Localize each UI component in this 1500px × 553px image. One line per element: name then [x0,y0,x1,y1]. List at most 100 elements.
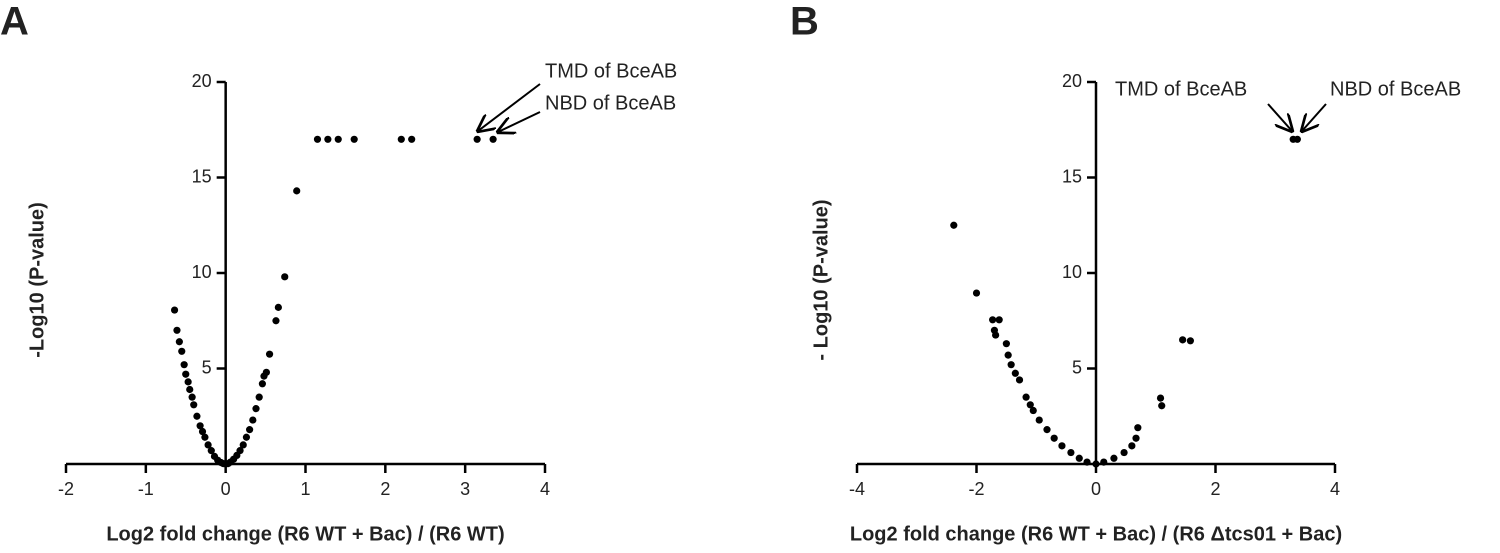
data-point [1132,434,1140,442]
data-point [201,433,209,441]
data-point [1092,460,1100,468]
data-point [180,361,188,369]
data-point [950,221,958,229]
arrow [1302,103,1327,131]
data-point [397,135,405,143]
data-point [265,350,274,358]
data-point [313,135,322,143]
data-point [262,368,270,376]
annotation-arrows [478,83,1327,132]
data-point [207,447,215,455]
x-tick-label: 0 [221,479,231,499]
x-tick-label: 2 [380,479,390,499]
data-point [1007,361,1015,369]
data-point [1186,337,1195,345]
data-point [1100,458,1108,466]
data-point [1043,426,1051,434]
data-point [350,135,358,143]
data-point [1156,394,1165,402]
data-point [1029,406,1037,415]
data-point [175,338,183,346]
data-point [173,326,181,334]
data-point [1134,424,1142,432]
data-point [236,447,244,455]
data-point [178,347,186,355]
data-point [1110,454,1118,462]
data-point [204,441,212,449]
x-tick-label: 0 [1091,479,1101,499]
data-point [995,316,1003,324]
x-axis-label: Log2 fold change (R6 WT + Bac) / (R6 WT) [106,523,504,545]
data-point [1011,369,1019,377]
data-point [334,135,342,143]
y-tick-label: 10 [192,262,212,282]
data-point [1004,351,1012,359]
annotation: TMD of BceAB [1115,78,1247,100]
y-tick-label: 15 [1062,166,1082,186]
data-point [252,405,260,413]
data-point [272,317,280,325]
data-point [182,370,190,378]
data-point [249,416,257,424]
data-point [170,306,179,314]
data-point [1058,442,1066,450]
data-point [1050,434,1058,442]
y-tick-label: 5 [1072,357,1082,377]
x-tick-label: 2 [1210,479,1220,499]
y-tick-label: 5 [202,357,212,377]
annotation: NBD of BceAB [1330,78,1461,100]
data-point [196,422,204,430]
y-tick-label: 20 [192,71,212,91]
data-point [258,380,266,388]
data-point [408,135,416,143]
data-point [239,441,247,449]
data-point [1035,416,1043,424]
data-point [1026,401,1034,409]
panel-label: A [0,0,29,44]
data-point [324,135,332,143]
data-point [255,393,263,401]
data-point [190,401,198,409]
data-point [293,187,301,195]
data-point [198,427,207,436]
data-point [184,378,192,386]
annotation: NBD of BceAB [545,92,676,114]
data-point [246,426,254,434]
y-axis-label: -Log10 (P-value) [26,202,48,358]
data-point [1022,393,1030,401]
data-point [186,385,194,394]
x-tick-label: -1 [138,479,154,499]
data-point [489,135,497,143]
data-point [1015,376,1024,384]
data-point [1179,336,1187,344]
data-point [992,331,1000,339]
data-point [1083,458,1091,466]
y-axis-label: - Log10 (P-value) [810,199,832,360]
data-point [188,393,196,401]
y-tick-label: 20 [1062,71,1082,91]
data-point [1067,448,1075,457]
arrow [1267,103,1292,131]
panel-label: B [790,0,819,44]
data-point [1128,442,1136,450]
data-point [193,412,201,420]
data-point [1293,135,1301,143]
data-point [972,289,981,297]
annotation: TMD of BceAB [545,60,677,82]
data-point [281,273,289,281]
y-tick-label: 15 [192,166,212,186]
arrow [478,83,541,131]
data-point [1002,340,1010,348]
data-point [1158,402,1166,410]
x-tick-label: -2 [58,479,74,499]
x-tick-label: -2 [968,479,984,499]
data-point [274,303,282,311]
arrow [498,111,541,132]
x-tick-label: 4 [540,479,550,499]
x-axis-label: Log2 fold change (R6 WT + Bac) / (R6 Δtc… [850,523,1342,545]
data-point [1075,454,1083,462]
y-tick-label: 10 [1062,262,1082,282]
data-point [989,316,997,324]
data-point [473,135,481,143]
